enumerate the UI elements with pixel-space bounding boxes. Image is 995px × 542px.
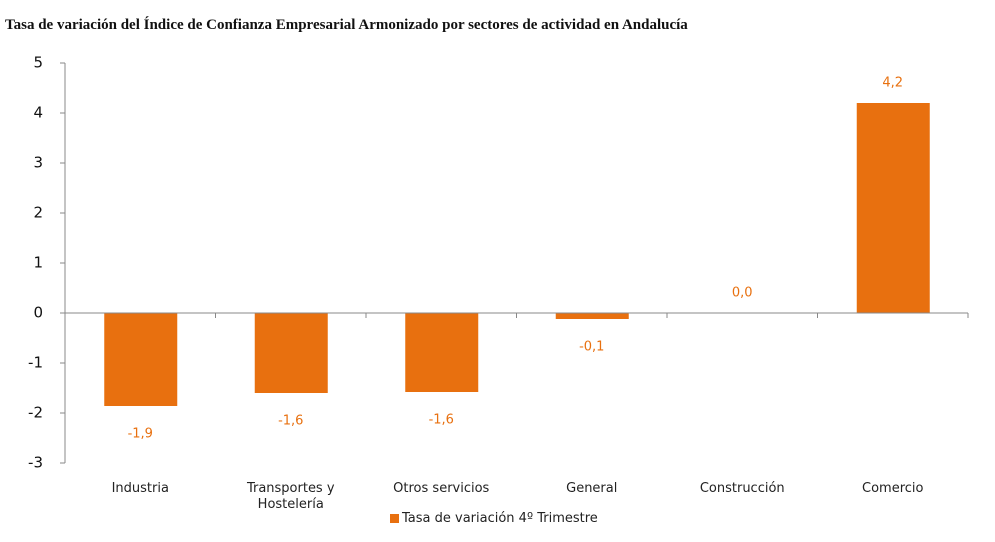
bar — [856, 103, 930, 313]
y-tick-label: -3 — [28, 454, 43, 472]
legend-label: Tasa de variación 4º Trimestre — [402, 511, 598, 526]
bar — [405, 313, 479, 392]
y-tick-label: 2 — [33, 204, 43, 222]
x-tick-label: Comercio — [862, 481, 924, 496]
legend-swatch — [390, 514, 399, 523]
x-tick-label: General — [566, 481, 618, 496]
value-label: -1,6 — [429, 413, 454, 428]
y-tick-label: 1 — [33, 254, 43, 272]
value-label: -1,9 — [128, 427, 153, 442]
chart-title: Tasa de variación del Índice de Confianz… — [5, 17, 688, 33]
legend: Tasa de variación 4º Trimestre — [390, 511, 598, 526]
x-tick-label: Transportes y Hostelería — [246, 481, 335, 512]
value-label: 0,0 — [732, 286, 753, 301]
value-label: -0,1 — [579, 340, 604, 355]
value-label: -1,6 — [278, 414, 303, 429]
bar — [104, 313, 178, 406]
y-tick-label: 4 — [33, 104, 43, 122]
x-tick-label: Industria — [111, 481, 169, 496]
value-label: 4,2 — [882, 76, 903, 91]
y-tick-label: 0 — [33, 304, 43, 322]
bar — [555, 313, 629, 319]
bar — [254, 313, 328, 393]
y-tick-label: 3 — [33, 154, 43, 172]
y-tick-label: -1 — [28, 354, 43, 372]
y-tick-label: -2 — [28, 404, 43, 422]
x-tick-label: Construcción — [699, 481, 785, 496]
x-tick-label: Otros servicios — [393, 481, 490, 496]
y-tick-label: 5 — [33, 54, 43, 72]
